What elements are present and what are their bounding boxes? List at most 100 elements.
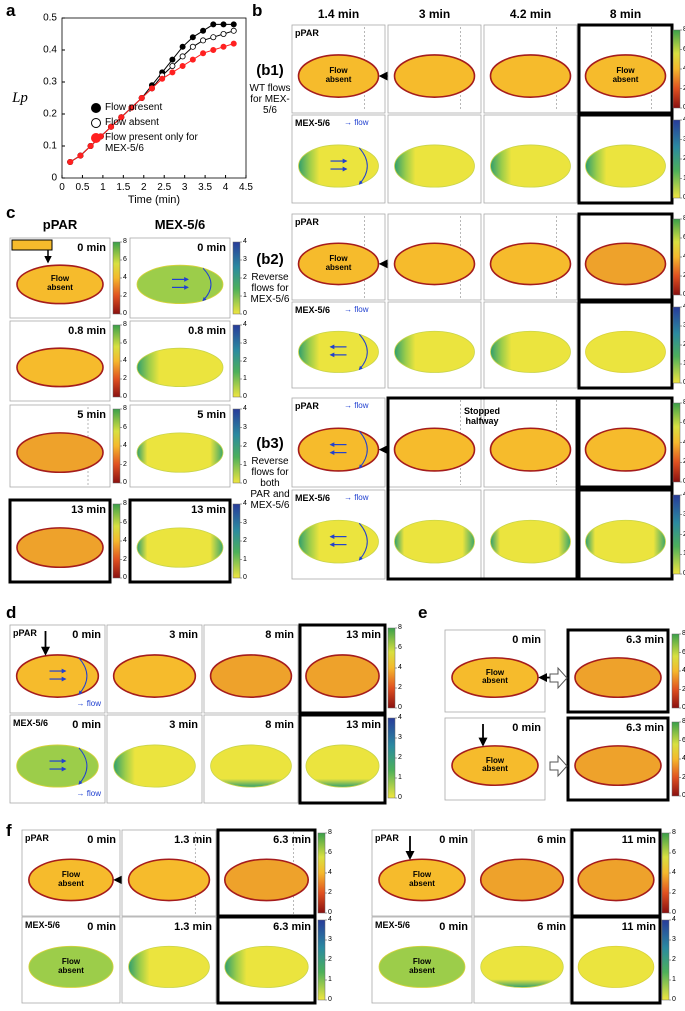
- colorbar-tick-label: 4: [683, 438, 685, 446]
- y-tick-label: 0.2: [43, 108, 57, 120]
- point: [67, 158, 74, 165]
- colorbar-tick-label: 2: [328, 889, 332, 897]
- species-label: MEX-5/6: [295, 493, 331, 503]
- embryo: [209, 654, 293, 698]
- colorbar-tick-label: 1: [683, 174, 685, 182]
- column-time: 4.2 min: [509, 7, 552, 21]
- y-tick-label: 0.3: [43, 76, 57, 88]
- colorbar-tick-label: 4: [682, 755, 685, 763]
- x-tick-label: 3: [181, 182, 188, 193]
- colorbar-tick-label: 2: [123, 292, 127, 300]
- embryo: [28, 945, 114, 988]
- species-label: MEX-5/6: [295, 305, 331, 315]
- colorbar-tick-label: 8: [683, 399, 685, 407]
- point: [210, 21, 217, 28]
- colorbar: [387, 627, 396, 709]
- flow-label: → flow: [76, 789, 101, 798]
- panel-label: a: [6, 1, 16, 20]
- time-label: 0 min: [72, 629, 101, 641]
- colorbar-tick-label: 2: [682, 773, 685, 781]
- embryo: [210, 744, 292, 788]
- point: [189, 34, 196, 41]
- colorbar-tick-label: 3: [243, 423, 247, 431]
- time-label: 0 min: [87, 921, 116, 933]
- flow-absent-label: Flow absent: [409, 957, 435, 975]
- embryo: [298, 330, 379, 373]
- colorbar: [671, 633, 680, 709]
- colorbar-tick-label: 3: [243, 256, 247, 264]
- colorbar-tick-label: 0: [123, 574, 127, 582]
- column-time: 3 min: [418, 7, 451, 21]
- colorbar-tick-label: 2: [683, 272, 685, 280]
- legend-label: Flow present only for MEX-5/6: [105, 132, 198, 154]
- embryo: [480, 945, 564, 988]
- colorbar-tick-label: 8: [683, 215, 685, 223]
- species-label: pPAR: [375, 833, 399, 843]
- embryo: [305, 744, 380, 788]
- embryo: [585, 519, 666, 564]
- embryo: [490, 519, 571, 564]
- colorbar-tick-label: 1: [243, 292, 247, 300]
- panel-label: d: [6, 603, 17, 622]
- colorbar: [672, 402, 681, 483]
- colorbar-tick-label: 8: [682, 630, 685, 638]
- row-description: Reverse flows for both PAR and MEX-5/6: [250, 456, 290, 511]
- time-label: 0 min: [77, 242, 106, 254]
- colorbar-tick-label: 1: [398, 774, 402, 782]
- time-label: 8 min: [265, 629, 294, 641]
- panel-label: e: [418, 603, 428, 622]
- time-label: 11 min: [621, 921, 656, 933]
- point: [87, 142, 94, 149]
- colorbar-tick-label: 2: [683, 84, 685, 92]
- colorbar-tick-label: 0: [328, 996, 332, 1004]
- x-tick-label: 1: [100, 182, 106, 193]
- colorbar-tick-label: 4: [243, 321, 247, 329]
- colorbar: [672, 494, 681, 575]
- point: [220, 21, 227, 28]
- hollow-arrow: [549, 666, 568, 690]
- colorbar-tick-label: 1: [243, 555, 247, 563]
- column-header: MEX-5/6: [154, 217, 206, 232]
- legend-marker: [91, 103, 101, 113]
- colorbar-tick-label: 2: [328, 956, 332, 964]
- time-label: 6.3 min: [626, 634, 664, 646]
- point: [230, 40, 237, 47]
- colorbar-tick-label: 8: [123, 321, 127, 329]
- embryo: [574, 657, 662, 699]
- colorbar-tick-label: 2: [243, 274, 247, 282]
- flow-absent-label: Flow absent: [325, 66, 352, 85]
- time-label: 13 min: [346, 719, 381, 731]
- colorbar-tick-label: 0: [123, 479, 127, 487]
- colorbar-tick-label: 1: [243, 460, 247, 468]
- flow-absent-label: Flow absent: [482, 755, 508, 774]
- column-time: 1.4 min: [317, 7, 360, 21]
- embryo: [451, 657, 539, 699]
- colorbar-tick-label: 2: [682, 685, 685, 693]
- flow-arrow: [78, 657, 88, 695]
- flow-absent-label: Flow absent: [612, 66, 639, 85]
- point: [189, 56, 196, 63]
- species-label: MEX-5/6: [25, 920, 61, 930]
- time-label: 0.8 min: [68, 325, 106, 337]
- species-label: pPAR: [295, 401, 319, 411]
- time-label: 11 min: [621, 834, 656, 846]
- point: [148, 85, 155, 92]
- colorbar-tick-label: 6: [672, 849, 676, 857]
- flow-arrow: [358, 333, 368, 371]
- x-tick-label: 4: [222, 182, 229, 193]
- embryo: [577, 858, 655, 902]
- point: [220, 43, 227, 50]
- colorbar-tick-label: 6: [123, 518, 127, 526]
- stopped-label: Stopped halfway: [464, 406, 500, 426]
- colorbar-tick-label: 8: [398, 624, 402, 632]
- flow-arrow: [358, 522, 368, 561]
- time-label: 3 min: [169, 629, 198, 641]
- embryo: [16, 432, 104, 474]
- colorbar: [672, 218, 681, 296]
- column-header: pPAR: [42, 217, 78, 232]
- point: [189, 43, 196, 50]
- time-label: 0 min: [512, 722, 541, 734]
- point: [108, 123, 115, 130]
- colorbar-tick-label: 3: [683, 510, 685, 518]
- embryo: [489, 54, 572, 98]
